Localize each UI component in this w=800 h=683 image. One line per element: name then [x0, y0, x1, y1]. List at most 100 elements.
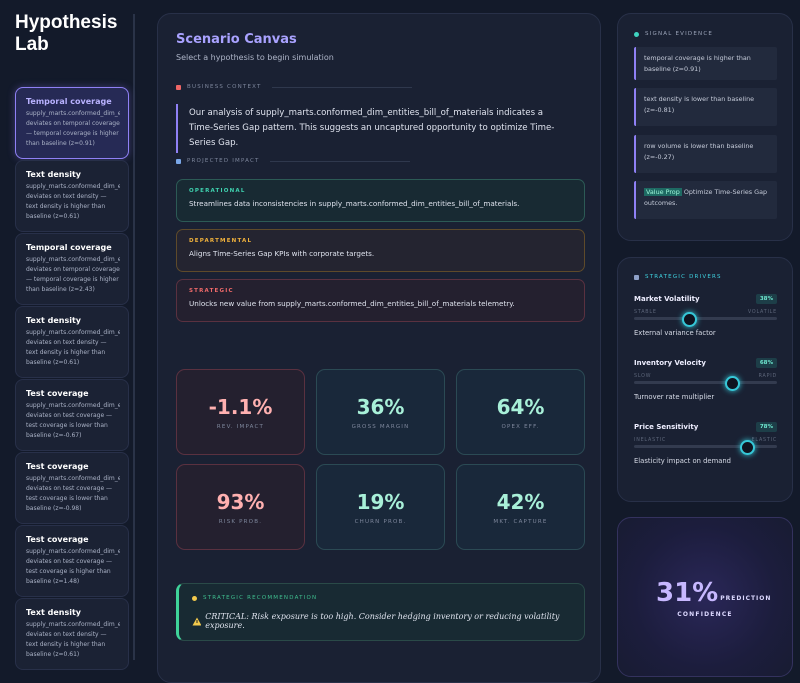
hypothesis-card[interactable]: Text density supply_marts.conformed_dim_e…	[15, 160, 129, 232]
hypothesis-card[interactable]: Test coverage supply_marts.conformed_dim_…	[15, 525, 129, 597]
hypothesis-card[interactable]: Temporal coverage supply_marts.conformed_…	[15, 233, 129, 305]
card-title: Test coverage	[26, 462, 89, 471]
card-title: Temporal coverage	[26, 243, 112, 252]
driver-range: INELASTIC ELASTIC	[634, 438, 777, 443]
canvas-title: Scenario Canvas	[176, 32, 297, 47]
hypothesis-card[interactable]: Text density supply_marts.conformed_dim_e…	[15, 306, 129, 378]
slider-knob[interactable]	[682, 312, 698, 327]
evidence-item: row volume is lower than baseline (z=-0.…	[634, 135, 777, 173]
metric-value: 36%	[356, 395, 405, 419]
confidence-row: 31% PREDICTION	[656, 578, 771, 608]
slider-track	[634, 376, 777, 391]
drivers-panel: STRATEGIC DRIVERS Market Volatility 38% ST…	[617, 257, 793, 502]
metric-tile: 93% RISK PROB.	[176, 464, 305, 550]
recommendation-text: CRITICAL: Risk exposure is too high. Con…	[205, 612, 560, 630]
driver-range: SLOW RAPID	[634, 374, 777, 379]
driver-description: Elasticity impact on demand	[634, 457, 731, 465]
heading-text: BUSINESS CONTEXT	[187, 84, 262, 90]
card-title: Text density	[26, 170, 81, 179]
evidence-item: text density is lower than baseline (z=-…	[634, 88, 777, 126]
metric-label: RISK PROB.	[218, 519, 263, 525]
metric-value: 64%	[496, 395, 545, 419]
range-low: STABLE	[634, 310, 657, 315]
driver-description: External variance factor	[634, 329, 716, 337]
driver-value: 68%	[755, 358, 777, 368]
range-low: SLOW	[634, 374, 652, 379]
impact-label: STRATEGIC	[189, 288, 234, 294]
driver-value: 38%	[755, 294, 777, 304]
confidence-value: 31%	[656, 578, 719, 608]
card-text: supply_marts.conformed_dim_entities_bill…	[26, 110, 120, 147]
card-title: Text density	[26, 316, 81, 325]
hypothesis-card[interactable]: Text density supply_marts.conformed_dim_e…	[15, 598, 129, 670]
section-heading: SIGNAL EVIDENCE	[634, 31, 713, 37]
scrollbar	[133, 14, 135, 660]
heading-text: PROJECTED IMPACT	[187, 158, 260, 164]
impact-text: Aligns Time-Series Gap KPIs with corpora…	[189, 249, 375, 258]
card-text: supply_marts.conformed_dim_entities_bill…	[26, 183, 120, 220]
driver: Inventory Velocity 68% SLOW RAPID Turnover r…	[634, 358, 777, 401]
range-low: INELASTIC	[634, 438, 667, 443]
driver-range: STABLE VOLATILE	[634, 310, 777, 315]
context-text: Our analysis of supply_marts.conformed_d…	[176, 104, 569, 153]
impact-label: OPERATIONAL	[189, 188, 246, 194]
metric-label: REV. IMPACT	[216, 424, 265, 430]
driver-header: Market Volatility 38%	[634, 294, 777, 304]
recommendation: STRATEGIC RECOMMENDATION CRITICAL: Risk …	[176, 583, 585, 641]
impact-label: DEPARTMENTAL	[189, 238, 253, 244]
driver-name: Inventory Velocity	[634, 359, 706, 367]
section-heading: BUSINESS CONTEXT	[176, 84, 412, 90]
divider	[269, 160, 410, 162]
impact-card: OPERATIONAL Streamlines data inconsistenc…	[176, 179, 585, 222]
heading-text: SIGNAL EVIDENCE	[645, 31, 714, 37]
metric-value: 42%	[496, 490, 545, 514]
driver-header: Price Sensitivity 78%	[634, 422, 777, 432]
card-title: Temporal coverage	[26, 97, 112, 106]
confidence-panel: 31% PREDICTION CONFIDENCE	[617, 517, 793, 677]
metric-label: OPEX EFF.	[501, 424, 540, 430]
evidence-item: temporal coverage is higher than baselin…	[634, 47, 777, 80]
app: {"sidebar": {"title": "Hypothesis Lab", …	[15, 12, 793, 683]
impact-text: Unlocks new value from supply_marts.conf…	[189, 299, 515, 308]
card-title: Test coverage	[26, 535, 89, 544]
icon	[176, 158, 181, 164]
icon	[634, 31, 639, 37]
metric-value: 93%	[216, 490, 265, 514]
evidence-panel: SIGNAL EVIDENCE temporal coverage is hig…	[617, 13, 793, 241]
hypothesis-card[interactable]: Temporal coverage supply_marts.conformed_…	[15, 87, 129, 159]
range-high: VOLATILE	[747, 310, 777, 315]
scenario-canvas: Scenario Canvas Select a hypothesis to b…	[157, 13, 601, 683]
icon	[634, 274, 639, 280]
slider-knob[interactable]	[739, 440, 755, 455]
hypothesis-card[interactable]: Test coverage supply_marts.conformed_dim_…	[15, 379, 129, 451]
hypothesis-card[interactable]: Test coverage supply_marts.conformed_dim_…	[15, 452, 129, 524]
section-heading: STRATEGIC DRIVERS	[634, 274, 722, 280]
warning-icon	[192, 617, 202, 625]
heading-text: STRATEGIC DRIVERS	[645, 274, 722, 280]
confidence-caption: CONFIDENCE	[677, 611, 733, 618]
metric-tile: -1.1% REV. IMPACT	[176, 369, 305, 455]
card-text: supply_marts.conformed_dim_entities_bill…	[26, 329, 120, 366]
app-title: Hypothesis Lab	[15, 12, 118, 55]
card-title: Text density	[26, 608, 81, 617]
range-high: ELASTIC	[751, 438, 777, 443]
card-title: Test coverage	[26, 389, 89, 398]
card-text: supply_marts.conformed_dim_entities_bill…	[26, 256, 120, 293]
metric-label: GROSS MARGIN	[351, 424, 410, 430]
section-heading: PROJECTED IMPACT	[176, 158, 410, 164]
card-text: supply_marts.conformed_dim_entities_bill…	[26, 621, 120, 658]
metric-label: MKT. CAPTURE	[493, 519, 548, 525]
impact-card: STRATEGIC Unlocks new value from supply_m…	[176, 279, 585, 322]
card-text: supply_marts.conformed_dim_entities_bill…	[26, 402, 120, 439]
confidence-label: PREDICTION	[720, 595, 772, 602]
value-prop: Value Prop Optimize Time-Series Gap outc…	[634, 181, 777, 219]
slider-knob[interactable]	[725, 376, 741, 391]
driver-header: Inventory Velocity 68%	[634, 358, 777, 368]
metric-value: -1.1%	[208, 395, 273, 419]
driver-name: Market Volatility	[634, 295, 700, 303]
heading-text: STRATEGIC RECOMMENDATION	[203, 595, 318, 601]
metric-value: 19%	[356, 490, 405, 514]
range-high: RAPID	[758, 374, 777, 379]
hypothesis-list: Temporal coverage supply_marts.conformed_…	[15, 87, 129, 671]
metric-label: CHURN PROB.	[354, 519, 407, 525]
